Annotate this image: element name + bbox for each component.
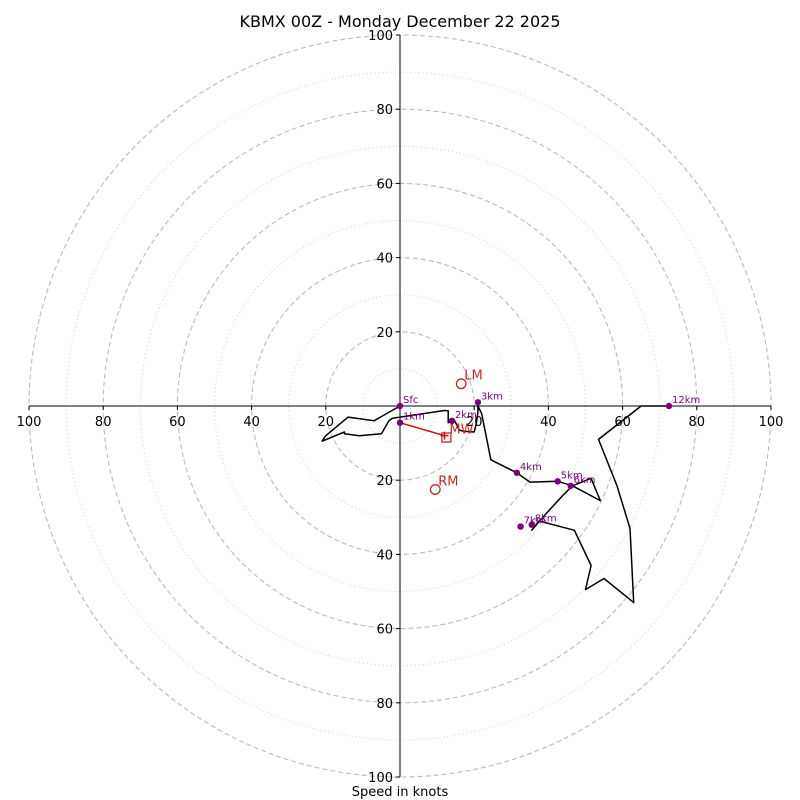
y-tick-label: 100 [368, 29, 393, 44]
point-6km [567, 482, 574, 489]
y-tick-label: 20 [376, 474, 393, 489]
x-tick-label: 60 [614, 415, 631, 430]
marker-lm-label: LM [464, 369, 482, 384]
point-5km-label: 5km [561, 470, 583, 481]
x-tick-label: 20 [466, 415, 483, 430]
marker-mw-label: MW [449, 423, 473, 438]
point-4km [513, 469, 521, 476]
y-tick-label: 100 [368, 771, 393, 786]
point-2km-label: 2km [455, 410, 477, 421]
point-8km [528, 521, 535, 528]
y-tick-label: 20 [376, 326, 393, 341]
point-5km [554, 478, 561, 485]
x-axis-label: Speed in knots [352, 785, 449, 800]
y-tick-label: 80 [376, 697, 393, 712]
x-tick-label: 100 [17, 415, 42, 430]
x-tick-label: 80 [95, 415, 112, 430]
point-2km [448, 417, 456, 425]
point-1km [396, 419, 404, 426]
x-tick-label: 20 [318, 415, 335, 430]
point-sfc [396, 402, 404, 410]
y-tick-label: 60 [376, 177, 393, 192]
x-tick-label: 40 [243, 415, 260, 430]
marker-rm-circle [429, 484, 441, 495]
y-tick-label: 60 [376, 623, 393, 638]
y-tick-label: 80 [376, 103, 393, 118]
point-8km-label: 8km [535, 514, 557, 525]
point-1km-label: 1km [403, 412, 425, 423]
storm-motion-markers: LM RM MW [429, 369, 483, 495]
point-7km-label: 7km [524, 516, 546, 527]
y-tick-label: 40 [376, 548, 393, 563]
point-6km-label: 6km [574, 475, 596, 486]
point-12km-label: 12km [672, 395, 700, 406]
point-7km [517, 523, 524, 530]
x-tick-label: 60 [169, 415, 186, 430]
y-tick-label: 40 [376, 252, 393, 267]
marker-rm-label: RM [438, 474, 458, 489]
point-4km-label: 4km [520, 462, 542, 473]
point-12km [665, 402, 673, 410]
hodograph-trace-group [321, 405, 669, 604]
point-sfc-label: Sfc [403, 395, 418, 406]
point-3km [474, 399, 482, 406]
marker-mw-square [441, 432, 452, 443]
x-tick-label: 100 [759, 415, 784, 430]
marker-lm-circle [455, 378, 467, 390]
tick-labels: 100 80 60 40 20 20 40 60 80 100 100 80 60 40 20 20 40 60 8… [17, 29, 784, 786]
point-3km-label: 3km [481, 391, 503, 402]
x-tick-label: 40 [540, 415, 557, 430]
chart-title: KBMX 00Z - Monday December 22 2025 [239, 12, 560, 31]
hodograph-trace [321, 405, 669, 604]
shear-vector-line [399, 421, 445, 437]
x-tick-label: 80 [689, 415, 706, 430]
